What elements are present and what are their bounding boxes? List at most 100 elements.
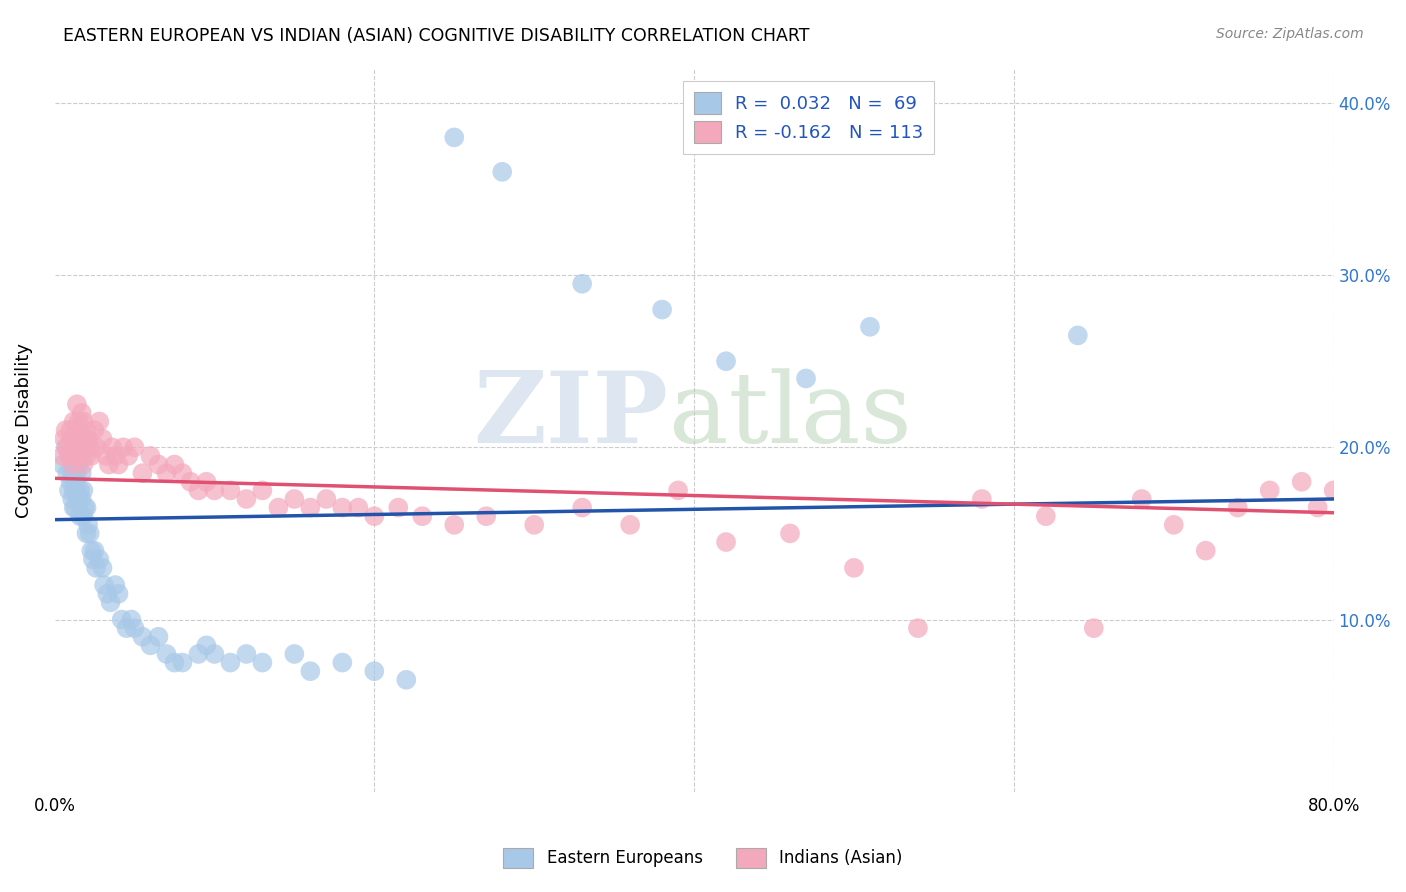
Point	[252, 483, 274, 498]
Point	[651, 302, 673, 317]
Point	[117, 449, 139, 463]
Point	[104, 578, 127, 592]
Point	[330, 656, 353, 670]
Point	[1291, 475, 1313, 489]
Point	[714, 535, 737, 549]
Point	[1163, 517, 1185, 532]
Point	[111, 613, 134, 627]
Point	[60, 432, 83, 446]
Point	[56, 466, 79, 480]
Point	[82, 552, 104, 566]
Point	[187, 647, 209, 661]
Point	[666, 483, 689, 498]
Point	[148, 458, 170, 472]
Point	[91, 561, 114, 575]
Point	[1323, 483, 1346, 498]
Point	[84, 561, 107, 575]
Point	[714, 354, 737, 368]
Point	[89, 552, 111, 566]
Point	[69, 440, 91, 454]
Point	[299, 500, 322, 515]
Point	[53, 432, 76, 446]
Point	[131, 466, 153, 480]
Point	[67, 415, 90, 429]
Point	[1130, 491, 1153, 506]
Point	[299, 664, 322, 678]
Point	[267, 500, 290, 515]
Point	[62, 483, 84, 498]
Point	[72, 509, 94, 524]
Point	[62, 415, 84, 429]
Point	[76, 526, 98, 541]
Point	[330, 500, 353, 515]
Point	[59, 423, 82, 437]
Point	[55, 440, 77, 454]
Point	[58, 483, 80, 498]
Point	[66, 397, 89, 411]
Point	[842, 561, 865, 575]
Point	[363, 509, 385, 524]
Point	[66, 483, 89, 498]
Point	[155, 466, 177, 480]
Point	[1226, 500, 1249, 515]
Point	[571, 500, 593, 515]
Point	[93, 578, 115, 592]
Point	[131, 630, 153, 644]
Point	[65, 423, 87, 437]
Point	[65, 475, 87, 489]
Point	[62, 440, 84, 454]
Point	[204, 483, 226, 498]
Point	[1258, 483, 1281, 498]
Point	[619, 517, 641, 532]
Point	[163, 458, 186, 472]
Text: ZIP: ZIP	[474, 368, 668, 464]
Point	[60, 491, 83, 506]
Point	[124, 621, 146, 635]
Point	[112, 440, 135, 454]
Point	[66, 466, 89, 480]
Point	[859, 319, 882, 334]
Point	[491, 165, 513, 179]
Point	[80, 449, 103, 463]
Point	[475, 509, 498, 524]
Point	[195, 638, 218, 652]
Point	[115, 621, 138, 635]
Point	[73, 432, 96, 446]
Point	[94, 449, 117, 463]
Point	[70, 491, 93, 506]
Point	[65, 449, 87, 463]
Point	[148, 630, 170, 644]
Point	[1306, 500, 1329, 515]
Point	[1067, 328, 1090, 343]
Point	[387, 500, 409, 515]
Point	[84, 440, 107, 454]
Point	[58, 449, 80, 463]
Legend: Eastern Europeans, Indians (Asian): Eastern Europeans, Indians (Asian)	[496, 841, 910, 875]
Point	[395, 673, 418, 687]
Point	[69, 483, 91, 498]
Point	[72, 458, 94, 472]
Text: EASTERN EUROPEAN VS INDIAN (ASIAN) COGNITIVE DISABILITY CORRELATION CHART: EASTERN EUROPEAN VS INDIAN (ASIAN) COGNI…	[63, 27, 810, 45]
Point	[571, 277, 593, 291]
Point	[65, 449, 87, 463]
Point	[73, 500, 96, 515]
Point	[1035, 509, 1057, 524]
Point	[70, 406, 93, 420]
Point	[235, 491, 257, 506]
Point	[163, 656, 186, 670]
Point	[100, 595, 122, 609]
Point	[443, 130, 465, 145]
Point	[120, 613, 142, 627]
Point	[252, 656, 274, 670]
Point	[101, 440, 124, 454]
Point	[219, 656, 242, 670]
Point	[139, 638, 162, 652]
Point	[89, 415, 111, 429]
Point	[363, 664, 385, 678]
Point	[60, 466, 83, 480]
Point	[970, 491, 993, 506]
Legend: R =  0.032   N =  69, R = -0.162   N = 113: R = 0.032 N = 69, R = -0.162 N = 113	[683, 81, 935, 154]
Point	[155, 647, 177, 661]
Point	[219, 483, 242, 498]
Point	[83, 543, 105, 558]
